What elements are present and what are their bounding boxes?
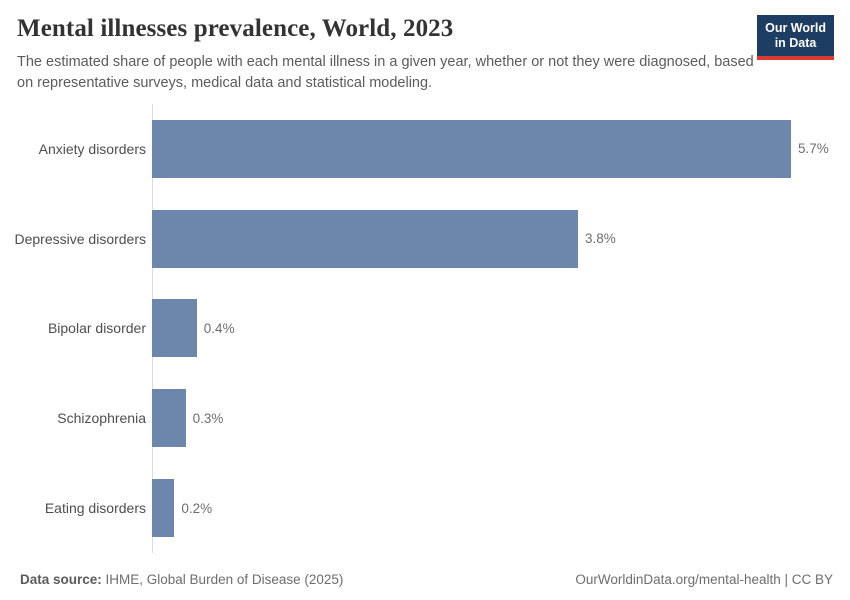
- bar: [152, 209, 578, 268]
- category-label: Anxiety disorders: [38, 140, 146, 157]
- bar-row: Bipolar disorder 0.4%: [0, 284, 850, 374]
- chart-title: Mental illnesses prevalence, World, 2023: [17, 15, 454, 42]
- category-label: Schizophrenia: [57, 410, 146, 427]
- bar: [152, 299, 197, 358]
- chart-header: Mental illnesses prevalence, World, 2023…: [17, 15, 834, 93]
- bar-row: Schizophrenia 0.3%: [0, 373, 850, 463]
- bar-row: Anxiety disorders 5.7%: [0, 104, 850, 194]
- bar-track: 0.2%: [152, 479, 850, 538]
- owid-logo: Our World in Data: [757, 15, 834, 60]
- value-label: 0.3%: [192, 410, 224, 426]
- category-label: Depressive disorders: [14, 230, 147, 247]
- value-label: 3.8%: [585, 231, 616, 247]
- bar-chart: Anxiety disorders 5.7% Depressive disorder…: [0, 104, 850, 553]
- data-source-value: IHME, Global Burden of Disease (2025): [101, 572, 344, 587]
- category-label: Bipolar disorder: [47, 320, 146, 337]
- footer-url: OurWorldinData.org/mental-health | CC BY: [575, 572, 833, 587]
- owid-logo-line2: in Data: [774, 36, 817, 51]
- value-label: 0.4%: [203, 320, 235, 336]
- bar-track: 0.3%: [152, 389, 850, 448]
- header-text: Mental illnesses prevalence, World, 2023…: [17, 15, 757, 93]
- bar: [152, 119, 791, 178]
- bar-row: Depressive disorders 3.8%: [0, 194, 850, 284]
- owid-logo-line1: Our World: [765, 21, 826, 35]
- bar-track: 5.7%: [152, 119, 850, 178]
- data-source-label: Data source:: [20, 572, 102, 587]
- bar: [152, 389, 186, 448]
- value-label: 0.2%: [181, 500, 213, 516]
- value-label: 5.7%: [798, 141, 829, 157]
- chart-footer: Data source: IHME, Global Burden of Dise…: [20, 572, 833, 587]
- category-label: Eating disorders: [44, 500, 146, 517]
- bar: [152, 479, 175, 538]
- bar-track: 3.8%: [152, 209, 850, 268]
- bar-rows: Anxiety disorders 5.7% Depressive disorder…: [0, 104, 850, 553]
- bar-row: Eating disorders 0.2%: [0, 463, 850, 553]
- chart-subtitle: The estimated share of people with each …: [17, 54, 754, 91]
- data-source: Data source: IHME, Global Burden of Dise…: [20, 572, 343, 587]
- bar-track: 0.4%: [152, 299, 850, 358]
